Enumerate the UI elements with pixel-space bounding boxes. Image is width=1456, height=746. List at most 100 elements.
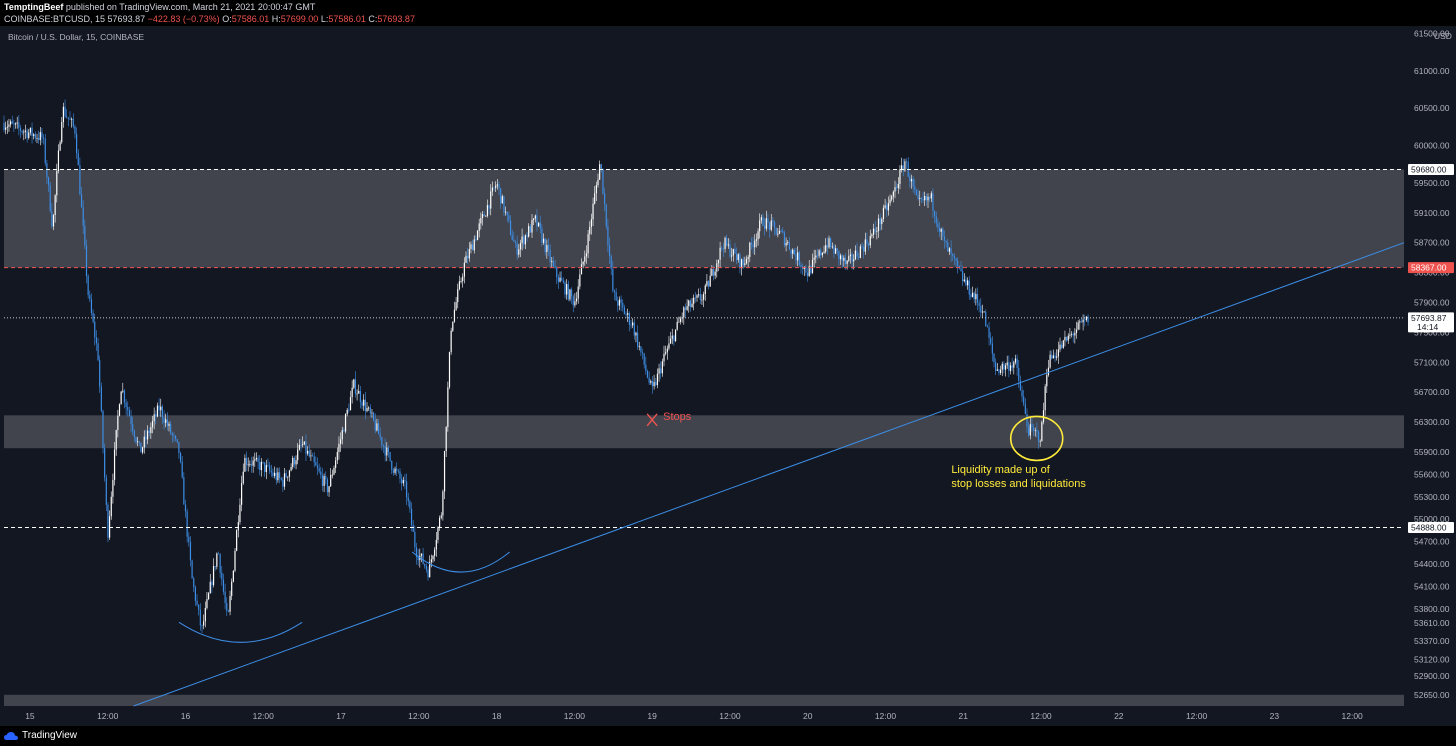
candle-body: [283, 473, 286, 487]
candle-body: [843, 257, 845, 261]
candle-body: [1031, 424, 1033, 428]
candle-body: [272, 472, 274, 476]
candle-body: [536, 215, 538, 227]
candle-body: [386, 447, 388, 456]
close-value: 57693.87: [377, 14, 415, 24]
candle-body: [608, 245, 611, 256]
candle-body: [597, 179, 599, 186]
candle-body: [683, 307, 685, 318]
candle-body: [158, 405, 160, 411]
candle-body: [785, 242, 787, 246]
candle-body: [150, 427, 152, 434]
candle-body: [716, 263, 718, 272]
candle-body: [572, 296, 574, 306]
price-chart[interactable]: Stops Liquidity made up of stop losses and…: [0, 26, 1456, 726]
candle-body: [465, 255, 467, 263]
candle-body: [506, 211, 508, 216]
candle-body: [734, 248, 736, 254]
candle-body: [663, 353, 665, 362]
candle-body: [439, 517, 441, 528]
candle-body: [902, 165, 904, 171]
candle-body: [645, 364, 647, 372]
candle-body: [577, 286, 579, 299]
candle-body: [127, 406, 129, 411]
candle-body: [607, 226, 609, 246]
candle-body: [838, 250, 840, 260]
candle-body: [757, 231, 759, 240]
candle-body: [618, 299, 621, 306]
last-price: 57693.87: [107, 14, 146, 24]
candle-body: [165, 419, 167, 423]
candle-body: [836, 248, 838, 251]
candle-body: [552, 261, 555, 266]
author-name[interactable]: TemptingBeef: [4, 2, 64, 12]
candle-body: [600, 164, 602, 169]
candle-body: [1069, 334, 1071, 336]
candle-body: [1001, 363, 1003, 370]
candle-body: [841, 255, 843, 261]
candle-body: [430, 559, 432, 563]
candle-body: [84, 225, 86, 246]
candle-body: [290, 466, 292, 471]
candle-body: [300, 444, 302, 446]
candle-body: [146, 430, 149, 440]
candle-body: [38, 138, 40, 141]
candle-body: [448, 352, 451, 388]
liquidity-circle: [1009, 415, 1064, 462]
candle-body: [935, 216, 937, 224]
candle-body: [224, 591, 226, 603]
candle-body: [932, 193, 934, 211]
open-value: 57586.01: [231, 14, 270, 24]
candle-body: [599, 164, 601, 180]
candle-body: [508, 215, 510, 221]
candle-body: [330, 474, 332, 487]
candle-body: [51, 211, 53, 227]
candle-body: [204, 608, 206, 622]
candle-body: [825, 245, 827, 252]
candle-body: [302, 444, 304, 446]
time-axis[interactable]: 15 12:00 16 12:00 17 12:00 18 12:00 19 12:00 20 12:…: [25, 711, 1363, 721]
candle-body: [788, 242, 790, 250]
candle-body: [280, 478, 282, 480]
candle-body: [196, 600, 198, 605]
candle-body: [335, 460, 337, 468]
candle-body: [623, 307, 625, 315]
time-tick-label: 12:00: [1186, 711, 1208, 721]
candle-body: [43, 137, 45, 139]
candle-body: [957, 260, 959, 266]
candle-body: [1004, 365, 1007, 370]
candle-body: [714, 271, 716, 276]
candle-body: [800, 264, 802, 267]
candle-body: [371, 412, 373, 414]
candle-body: [617, 300, 619, 306]
candle-body: [1051, 354, 1053, 359]
publish-info: published on TradingView.com, March 21, …: [65, 2, 316, 12]
candle-body: [886, 205, 888, 211]
candle-body: [988, 327, 990, 338]
candle-body: [237, 522, 239, 531]
candle-body: [732, 248, 734, 256]
candle-body: [595, 185, 597, 194]
candle-body: [978, 302, 980, 306]
candle-body: [343, 430, 345, 432]
price-axis[interactable]: USD 61500.00 61000.00 60500.00 60000.00 5950…: [1404, 26, 1456, 726]
tradingview-logo[interactable]: TradingView: [4, 730, 77, 741]
candle-body: [937, 223, 939, 228]
candle-body: [311, 455, 314, 457]
candle-body: [344, 414, 347, 432]
candle-body: [688, 300, 690, 307]
candle-body: [374, 420, 376, 431]
candle-body: [316, 465, 319, 469]
candle-body: [828, 238, 830, 248]
candle-body: [679, 318, 682, 322]
candle-body: [396, 468, 398, 471]
candle-body: [209, 581, 211, 594]
candle-body: [292, 457, 294, 467]
candle-body: [556, 267, 558, 278]
candle-body: [227, 610, 229, 612]
candle-body: [566, 284, 568, 295]
candle-body: [44, 138, 46, 164]
price-tick-label: 52900.00: [1414, 671, 1450, 681]
candle-body: [460, 281, 462, 282]
candle-body: [95, 337, 97, 344]
